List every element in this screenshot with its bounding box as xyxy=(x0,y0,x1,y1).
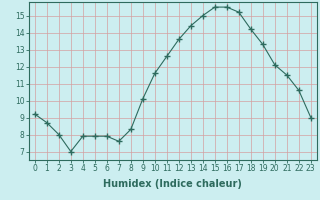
X-axis label: Humidex (Indice chaleur): Humidex (Indice chaleur) xyxy=(103,179,242,189)
